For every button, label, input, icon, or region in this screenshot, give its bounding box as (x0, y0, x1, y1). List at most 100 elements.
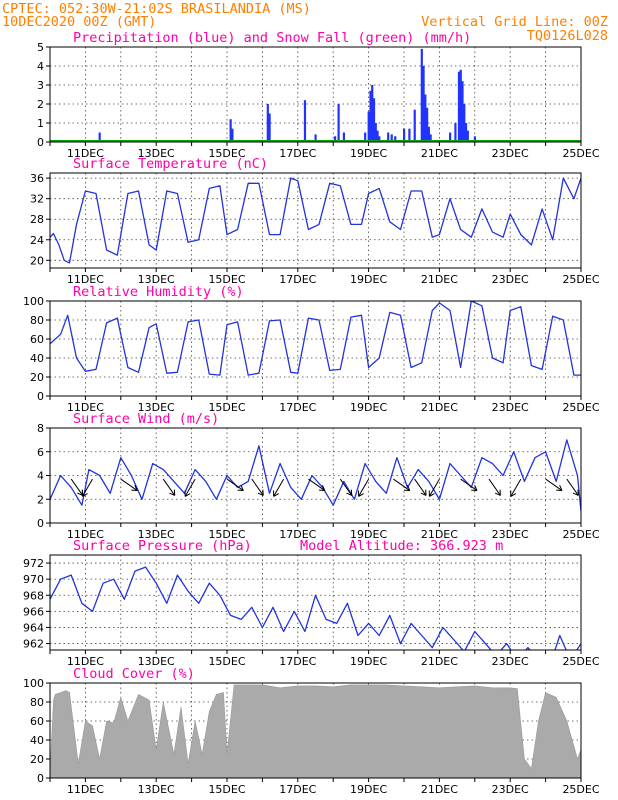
x-tick-label: 13DEC (138, 147, 175, 160)
x-tick-label: 19DEC (350, 401, 387, 414)
precip-bar (376, 130, 379, 142)
y-tick-label: 4 (37, 60, 44, 73)
series-line (50, 301, 581, 376)
wind-arrow (226, 478, 244, 492)
precip-bar (422, 66, 425, 142)
y-tick-label: 970 (23, 573, 44, 586)
x-tick-label: 11DEC (67, 783, 104, 796)
wind-arrow (162, 478, 176, 496)
x-tick-label: 17DEC (279, 273, 316, 286)
panel-title: Cloud Cover (%) (73, 666, 195, 682)
series-line (50, 177, 581, 264)
wind-arrow (393, 478, 411, 492)
wind-arrow (510, 478, 522, 497)
precip-bar (337, 104, 340, 142)
y-tick-label: 4 (37, 470, 44, 483)
y-tick-label: 6 (37, 446, 44, 459)
panel-5: 0 20 40 60 80 100 11DEC 13DEC 15DEC 17DEC 19DEC 21D… (23, 666, 600, 796)
header-model: TQ0126L028 (527, 28, 608, 44)
y-tick-label: 0 (37, 390, 44, 403)
x-tick-label: 21DEC (421, 401, 458, 414)
plot-area (50, 566, 581, 650)
panel-2: 0 20 40 60 80 100 11DEC 13DEC 15DEC 17DEC 19DEC 21D… (23, 284, 600, 414)
y-tick-label: 2 (37, 98, 44, 111)
x-tick-label: 13DEC (138, 655, 175, 668)
y-tick-label: 80 (30, 696, 44, 709)
wind-arrow (70, 478, 84, 496)
wind-arrow (251, 478, 264, 496)
wind-arrow (184, 478, 196, 497)
plot-area (50, 684, 581, 778)
precip-bar (266, 104, 269, 142)
precip-bar (461, 81, 464, 142)
wind-arrow (460, 478, 478, 492)
precip-bar (459, 69, 462, 142)
panel-title: Surface Temperature (nC) (73, 156, 268, 172)
panel-title: Precipitation (blue) and Snow Fall (gree… (73, 30, 471, 46)
x-tick-label: 15DEC (208, 528, 245, 541)
x-tick-label: 19DEC (350, 273, 387, 286)
y-tick-label: 5 (37, 41, 44, 54)
x-tick-label: 25DEC (562, 147, 599, 160)
x-tick-label: 21DEC (421, 147, 458, 160)
x-tick-label: 25DEC (562, 401, 599, 414)
x-tick-label: 23DEC (492, 147, 529, 160)
x-tick-label: 25DEC (562, 655, 599, 668)
precip-bar (369, 90, 372, 142)
x-tick-label: 17DEC (279, 783, 316, 796)
x-tick-label: 25DEC (562, 528, 599, 541)
wind-arrow (428, 478, 440, 497)
y-tick-label: 8 (37, 422, 44, 435)
precip-bar (333, 136, 337, 142)
precip-bar (464, 123, 468, 142)
precip-bar (413, 109, 416, 142)
x-tick-label: 17DEC (279, 655, 316, 668)
precip-bar (424, 94, 427, 142)
y-tick-label: 100 (23, 295, 44, 308)
y-tick-label: 20 (30, 371, 44, 384)
x-tick-label: 15DEC (208, 655, 245, 668)
precip-bar (367, 111, 370, 142)
x-tick-label: 23DEC (492, 273, 529, 286)
wind-arrow (414, 478, 427, 496)
x-tick-label: 23DEC (492, 528, 529, 541)
cloud-area (50, 684, 581, 778)
x-tick-label: 25DEC (562, 273, 599, 286)
y-tick-label: 100 (23, 677, 44, 690)
precip-bar (303, 100, 307, 142)
panel-title: Relative Humidity (%) (73, 284, 244, 300)
plot-area (50, 301, 581, 376)
precip-bar (314, 134, 317, 142)
precip-bar (420, 48, 423, 142)
y-tick-label: 1 (37, 117, 44, 130)
x-tick-label: 21DEC (421, 273, 458, 286)
plot-area (50, 439, 581, 512)
x-tick-label: 19DEC (350, 147, 387, 160)
y-tick-label: 28 (30, 213, 44, 226)
precip-bar (372, 98, 376, 142)
y-tick-label: 962 (23, 638, 44, 651)
wind-arrow (308, 478, 326, 492)
y-tick-label: 2 (37, 493, 44, 506)
wind-arrow (339, 478, 353, 496)
precip-bar (454, 123, 457, 142)
panel-frame (49, 46, 582, 143)
panel-3: 0 2 4 6 8 11DEC 13DEC 15DEC 17DEC 19DEC 21DEC 23DEC… (37, 411, 600, 541)
y-tick-label: 36 (30, 172, 44, 185)
y-tick-label: 964 (23, 621, 44, 634)
header-run-date: 10DEC2020 00Z (GMT) (2, 14, 156, 30)
x-tick-label: 17DEC (279, 401, 316, 414)
wind-arrow (545, 478, 563, 492)
precip-bar (403, 128, 406, 142)
y-tick-label: 972 (23, 557, 44, 570)
precip-bar (429, 134, 432, 142)
precip-bar (371, 85, 374, 142)
y-tick-label: 40 (30, 352, 44, 365)
precip-bar (457, 71, 461, 142)
y-tick-label: 0 (37, 517, 44, 530)
wind-arrow (488, 478, 501, 496)
precip-bar (387, 132, 390, 142)
x-tick-label: 23DEC (492, 783, 529, 796)
x-tick-label: 11DEC (67, 401, 104, 414)
